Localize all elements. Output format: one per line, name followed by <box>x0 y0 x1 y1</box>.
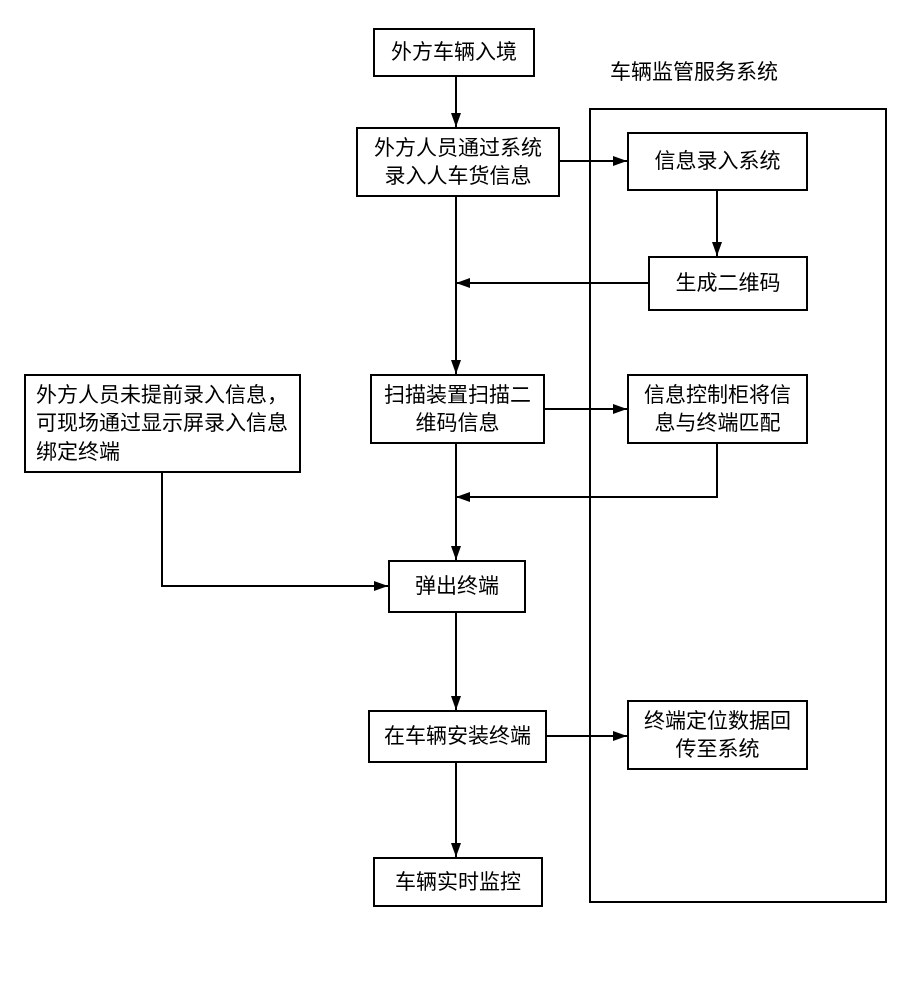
system-frame <box>589 108 887 903</box>
system-title: 车辆监管服务系统 <box>610 56 778 86</box>
node-foreign-staff-input: 外方人员通过系统录入人车货信息 <box>356 127 560 197</box>
node-foreign-vehicle-entry: 外方车辆入境 <box>373 28 535 77</box>
node-onsite-input-note: 外方人员未提前录入信息，可现场通过显示屏录入信息绑定终端 <box>24 374 301 473</box>
node-scan-qr: 扫描装置扫描二维码信息 <box>370 374 545 444</box>
node-info-entry-system: 信息录入系统 <box>627 132 808 191</box>
node-match-terminal: 信息控制柜将信息与终端匹配 <box>627 374 808 444</box>
node-gps-return: 终端定位数据回传至系统 <box>627 700 808 770</box>
node-realtime-monitor: 车辆实时监控 <box>373 857 543 907</box>
node-install-terminal: 在车辆安装终端 <box>368 710 547 763</box>
node-eject-terminal: 弹出终端 <box>388 560 526 613</box>
node-generate-qr: 生成二维码 <box>648 256 808 311</box>
